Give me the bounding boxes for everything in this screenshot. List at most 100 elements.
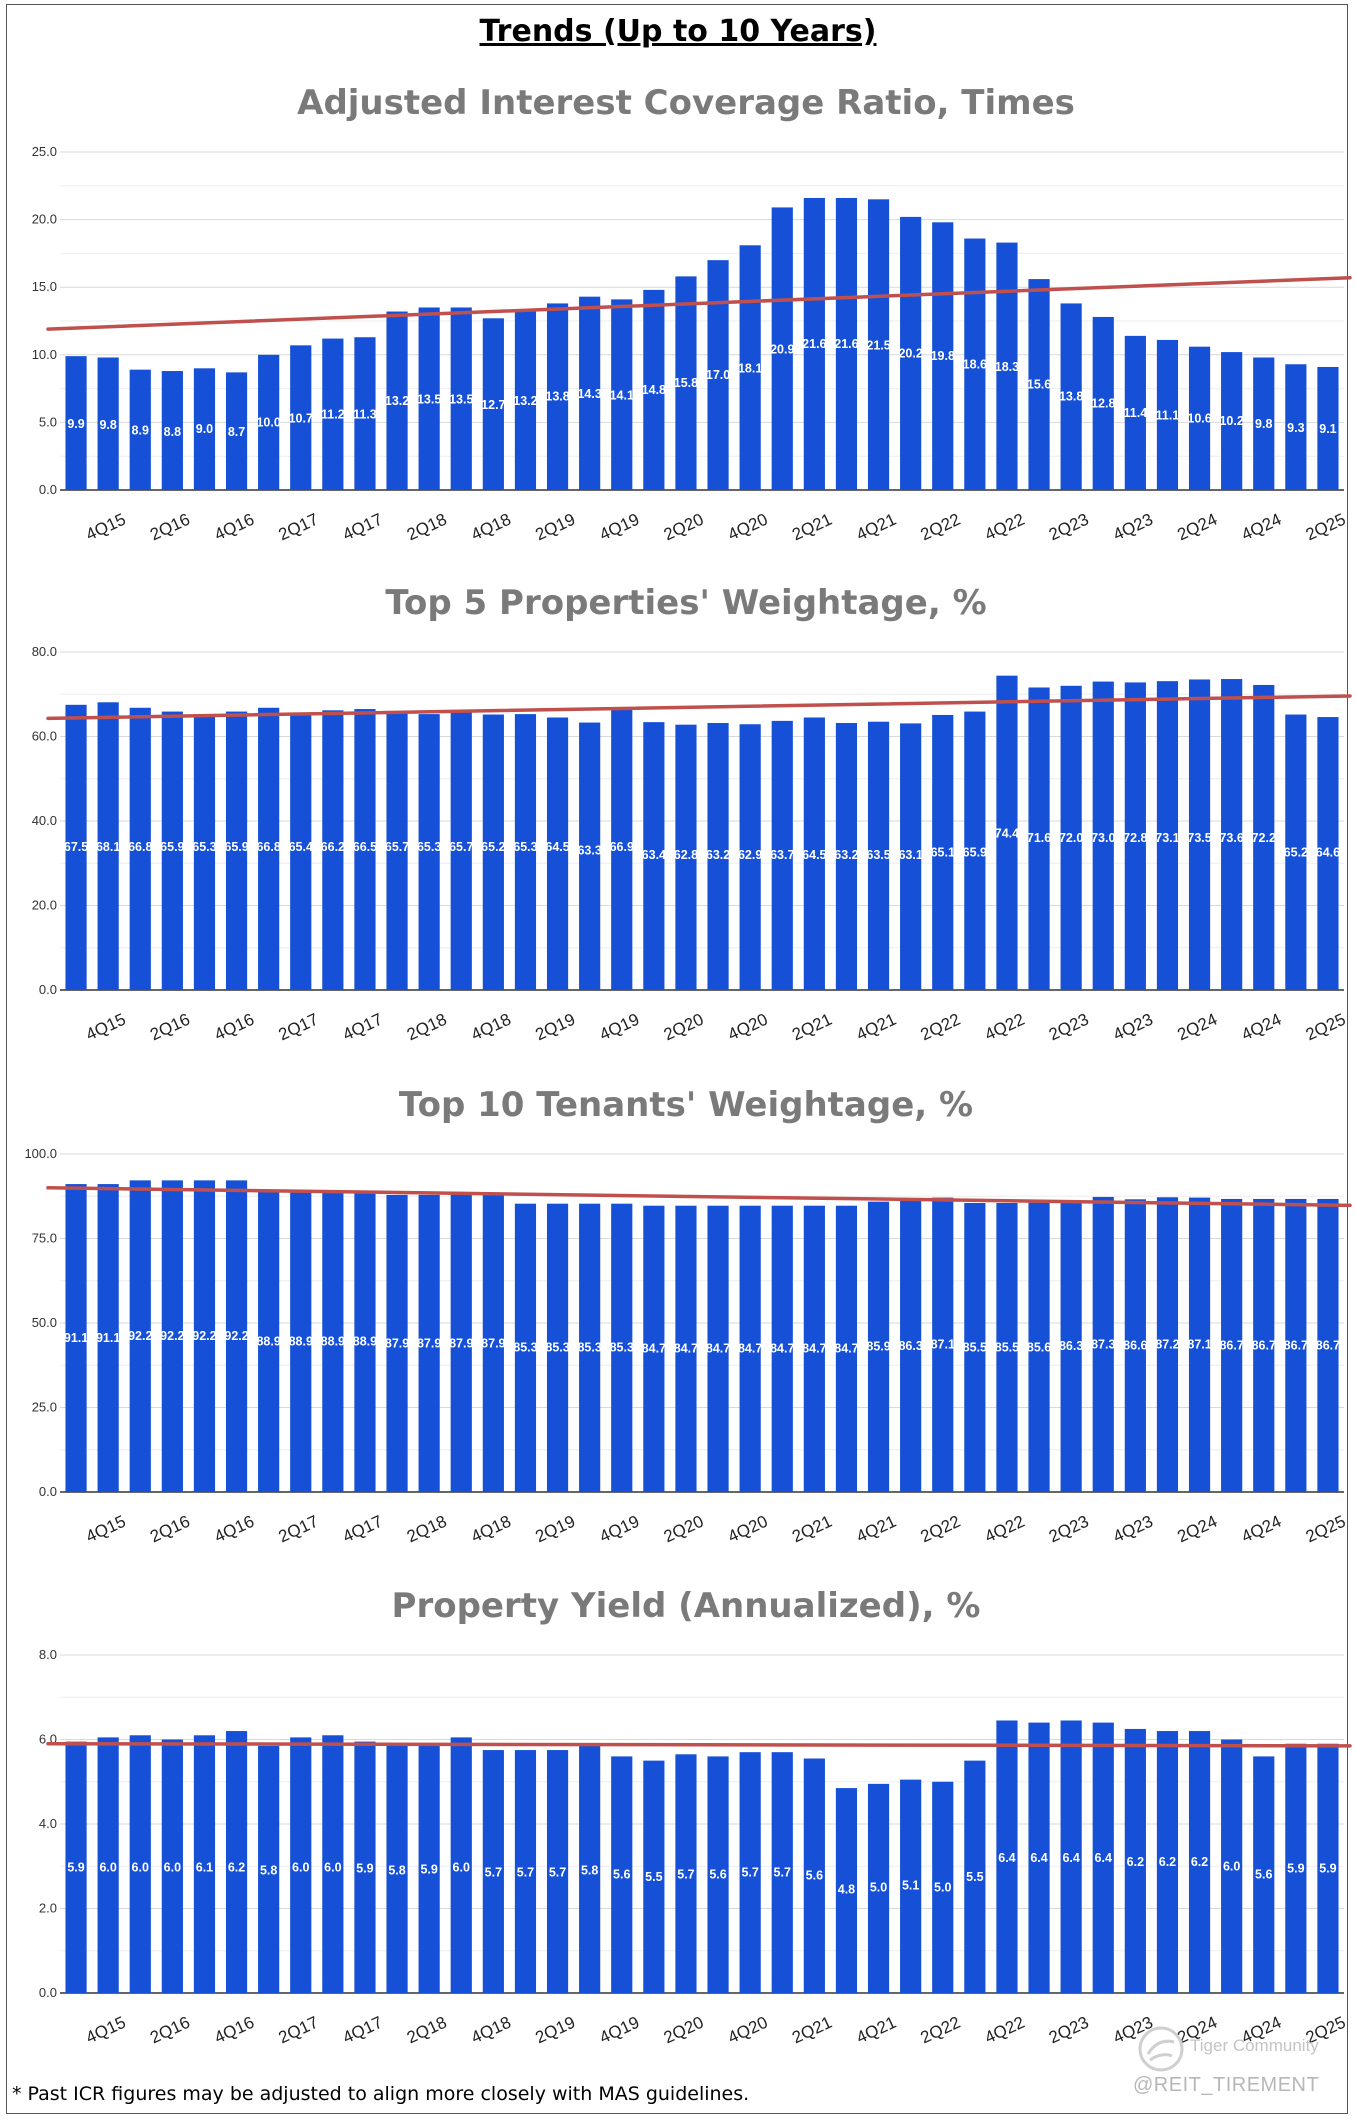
bar-value-label: 73.5 xyxy=(1187,831,1211,845)
bar xyxy=(1285,364,1307,490)
bar-value-label: 85.3 xyxy=(610,1341,634,1355)
bar-value-label: 86.6 xyxy=(1123,1339,1147,1353)
bar xyxy=(514,714,537,990)
x-tick-label: 4Q23 xyxy=(1110,1010,1156,1045)
bar-value-label: 64.5 xyxy=(802,848,826,862)
bar xyxy=(835,722,858,990)
bar-value-label: 5.7 xyxy=(741,1866,758,1880)
bar-value-label: 84.7 xyxy=(802,1342,826,1356)
y-tick-label: 25.0 xyxy=(32,144,57,159)
x-tick-label: 2Q21 xyxy=(789,510,835,545)
bar xyxy=(482,1194,504,1492)
bar xyxy=(900,216,922,490)
bar xyxy=(964,238,986,490)
bar-value-label: 6.4 xyxy=(1030,1851,1047,1865)
bar xyxy=(290,345,312,490)
bar xyxy=(193,714,216,990)
y-tick-label: 15.0 xyxy=(32,279,57,294)
x-tick-label: 4Q19 xyxy=(597,1512,643,1547)
x-tick-label: 2Q16 xyxy=(147,2013,193,2048)
bar xyxy=(322,1191,344,1492)
bar xyxy=(996,675,1018,990)
bar-value-label: 86.3 xyxy=(1059,1339,1083,1353)
bar xyxy=(482,318,504,490)
bar-value-label: 88.9 xyxy=(353,1335,377,1349)
bar-value-label: 86.7 xyxy=(1252,1338,1276,1352)
bar xyxy=(1092,1196,1114,1492)
bar xyxy=(675,724,697,990)
bar xyxy=(611,299,633,490)
bar-value-label: 85.3 xyxy=(545,1341,569,1355)
x-tick-label: 4Q22 xyxy=(982,2013,1028,2048)
bar xyxy=(450,307,472,490)
bar xyxy=(1221,1198,1243,1492)
bar-value-label: 5.9 xyxy=(420,1863,437,1877)
bar xyxy=(1221,352,1243,490)
bar xyxy=(1285,1198,1307,1492)
x-tick-label: 4Q18 xyxy=(468,1512,514,1547)
bar xyxy=(418,1194,440,1492)
x-tick-label: 4Q16 xyxy=(211,510,257,545)
x-tick-label: 2Q23 xyxy=(1046,2013,1092,2048)
y-tick-label: 60.0 xyxy=(32,729,57,744)
bar-value-label: 13.8 xyxy=(1059,390,1083,404)
bar-value-label: 85.3 xyxy=(513,1341,537,1355)
bar-value-label: 85.9 xyxy=(866,1340,890,1354)
x-tick-label: 2Q22 xyxy=(918,1010,964,1045)
bar-value-label: 5.7 xyxy=(485,1866,502,1880)
bar xyxy=(771,1205,793,1492)
bar xyxy=(1285,714,1307,990)
bar xyxy=(129,369,151,490)
bar xyxy=(450,1737,472,1993)
bar-value-label: 8.9 xyxy=(132,424,149,438)
bar-value-label: 63.5 xyxy=(866,848,890,862)
x-tick-label: 4Q23 xyxy=(1110,1512,1156,1547)
bar xyxy=(675,1754,697,1993)
bar xyxy=(161,1739,183,1993)
bar-value-label: 10.2 xyxy=(1219,414,1243,428)
bar xyxy=(418,1743,440,1993)
bar-value-label: 18.3 xyxy=(995,360,1019,374)
bar xyxy=(996,1720,1018,1993)
bar-value-label: 85.6 xyxy=(1027,1340,1051,1354)
y-tick-label: 5.0 xyxy=(39,414,57,429)
x-tick-label: 2Q20 xyxy=(661,2013,707,2048)
bar-value-label: 14.1 xyxy=(610,388,634,402)
footnote: * Past ICR figures may be adjusted to al… xyxy=(12,2083,750,2105)
x-tick-label: 4Q23 xyxy=(1110,510,1156,545)
bar xyxy=(867,1783,890,1993)
bar-value-label: 92.2 xyxy=(192,1329,216,1343)
x-tick-label: 2Q25 xyxy=(1303,510,1349,545)
bar xyxy=(258,354,280,490)
bar xyxy=(322,710,344,990)
bar-value-label: 5.7 xyxy=(549,1866,566,1880)
bar xyxy=(482,714,504,990)
bar xyxy=(97,1737,119,1993)
bar-value-label: 5.6 xyxy=(709,1868,726,1882)
bar xyxy=(579,722,601,990)
bar-value-label: 73.6 xyxy=(1219,831,1243,845)
trendline xyxy=(46,1186,1352,1208)
bar xyxy=(675,276,697,490)
page-title: Trends (Up to 10 Years) xyxy=(479,14,877,49)
bar xyxy=(579,296,601,490)
bar-value-label: 6.4 xyxy=(1062,1851,1079,1865)
bar-value-label: 21.6 xyxy=(802,337,826,351)
x-tick-label: 4Q17 xyxy=(340,1010,386,1045)
chart-svg: Adjusted Interest Coverage Ratio, Times 0… xyxy=(32,83,1352,545)
bar-value-label: 88.9 xyxy=(289,1335,313,1349)
bar xyxy=(129,1735,151,1993)
x-tick-label: 2Q17 xyxy=(276,2013,322,2048)
bar xyxy=(932,714,954,990)
bar-value-label: 11.4 xyxy=(1124,406,1148,420)
bar xyxy=(932,222,954,490)
chart-top10-tenants: Top 10 Tenants' Weightage, % 0.0 25.0 50.0 7… xyxy=(0,1072,1356,1562)
x-tick-label: 2Q19 xyxy=(532,1512,578,1547)
x-tick-label: 4Q21 xyxy=(853,1512,899,1547)
bar-value-label: 66.5 xyxy=(353,840,377,854)
bar-value-label: 86.7 xyxy=(1316,1338,1340,1352)
chart-svg: Top 10 Tenants' Weightage, % 0.0 25.0 50.0 7… xyxy=(24,1085,1352,1547)
bar-value-label: 65.9 xyxy=(160,840,184,854)
bar xyxy=(65,1741,87,1993)
bar xyxy=(1092,1722,1114,1993)
